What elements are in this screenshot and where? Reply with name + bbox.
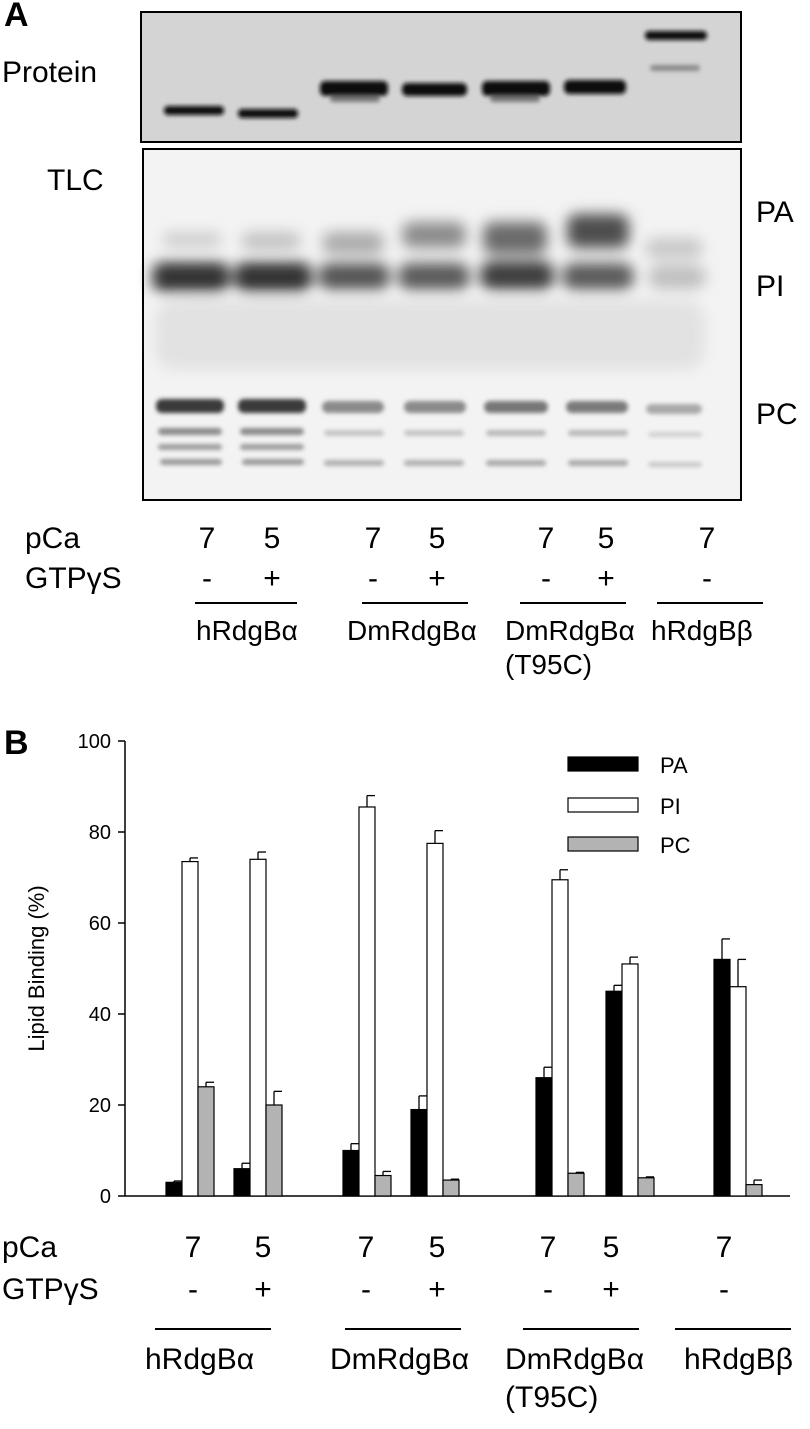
panel-a-gtp-value: + bbox=[428, 562, 446, 595]
bar-chart: 0 20 40 60 80 100 Lipid Binding (%) PA PI PC bbox=[24, 731, 790, 1208]
group-divider bbox=[155, 1328, 271, 1330]
pc-bar bbox=[197, 1086, 215, 1197]
y-tick-label: 20 bbox=[89, 1095, 111, 1117]
band-label-pi: PI bbox=[756, 270, 785, 303]
panel-b-label: B bbox=[4, 724, 29, 762]
panel-b-pca-value: 5 bbox=[428, 1231, 446, 1264]
pc-bar bbox=[567, 1172, 585, 1197]
legend-label: PA bbox=[660, 753, 688, 778]
legend-swatch bbox=[567, 797, 639, 813]
panel-b-gtp-value: - bbox=[543, 1273, 553, 1306]
legend-swatch bbox=[567, 836, 639, 852]
pa-bar bbox=[535, 1077, 553, 1197]
y-tick-label: 100 bbox=[78, 731, 111, 753]
panel-b-group-label: DmRdgBα bbox=[330, 1343, 470, 1376]
panel-b-pca-value: 7 bbox=[715, 1231, 733, 1264]
panel-b-group-sublabel: (T95C) bbox=[505, 1381, 599, 1414]
panel-b-gtp-value: + bbox=[602, 1273, 620, 1306]
panel-a-gtp-value: - bbox=[202, 562, 212, 595]
pc-bar bbox=[374, 1174, 392, 1197]
panel-b-gtp-value: - bbox=[188, 1273, 198, 1306]
panel-b-pca-value: 5 bbox=[254, 1231, 272, 1264]
panel-a-gtp-value: - bbox=[702, 562, 712, 595]
panel-a-group-label: hRdgBβ bbox=[651, 615, 753, 646]
pi-bar bbox=[249, 858, 267, 1197]
panel-a-gtp-value: - bbox=[541, 562, 551, 595]
pc-bar bbox=[265, 1104, 283, 1197]
pi-bar bbox=[729, 986, 747, 1197]
group-divider bbox=[345, 1328, 461, 1330]
panel-a-group-label: hRdgBα bbox=[196, 615, 298, 646]
panel-b-gtp-value: - bbox=[719, 1273, 729, 1306]
band-label-pa: PA bbox=[756, 196, 794, 229]
pc-bar bbox=[442, 1179, 460, 1197]
panel-a-pca-label: pCa bbox=[25, 522, 81, 555]
group-divider bbox=[657, 602, 763, 604]
panel-b-gtp-value: + bbox=[428, 1273, 446, 1306]
pi-bar bbox=[358, 806, 376, 1197]
pa-bar bbox=[605, 990, 623, 1197]
group-divider bbox=[362, 602, 468, 604]
y-axis-label: Lipid Binding (%) bbox=[24, 885, 49, 1051]
panel-b-gtp-value: - bbox=[361, 1273, 371, 1306]
panel-a-pca-value: 5 bbox=[263, 522, 281, 555]
band-label-pc: PC bbox=[756, 398, 798, 431]
pc-bar bbox=[637, 1177, 655, 1197]
panel-a-group-label: DmRdgBα bbox=[505, 615, 635, 646]
y-tick-label: 40 bbox=[89, 1004, 111, 1026]
panel-b-pca-value: 5 bbox=[602, 1231, 620, 1264]
pa-bar bbox=[713, 958, 731, 1197]
tlc-label: TLC bbox=[47, 164, 104, 197]
group-divider bbox=[675, 1328, 791, 1330]
panel-b-pca-value: 7 bbox=[357, 1231, 375, 1264]
panel-a-gtp-label: GTPγS bbox=[25, 562, 122, 595]
panel-b-group-label: hRdgBβ bbox=[684, 1343, 793, 1376]
y-tick-label: 0 bbox=[100, 1186, 111, 1208]
panel-a-label: A bbox=[4, 0, 29, 34]
pi-bar bbox=[426, 842, 444, 1197]
pa-bar bbox=[165, 1181, 183, 1197]
pi-bar bbox=[181, 860, 199, 1197]
panel-b-pca-label: pCa bbox=[2, 1231, 58, 1264]
pc-bar bbox=[745, 1184, 763, 1197]
panel-a-group-label: DmRdgBα bbox=[347, 615, 477, 646]
group-divider bbox=[523, 1328, 639, 1330]
panel-a-pca-value: 7 bbox=[537, 522, 555, 555]
protein-label: Protein bbox=[2, 56, 98, 89]
legend-swatch bbox=[567, 756, 639, 772]
panel-b-group-label: hRdgBα bbox=[145, 1343, 255, 1376]
panel-b-gtp-value: + bbox=[254, 1273, 272, 1306]
panel-a-pca-value: 7 bbox=[364, 522, 382, 555]
panel-a-gtp-value: + bbox=[597, 562, 615, 595]
pi-bar bbox=[551, 879, 569, 1197]
panel-b-group-label: DmRdgBα bbox=[505, 1343, 645, 1376]
legend-label: PC bbox=[660, 833, 691, 858]
gel-image bbox=[140, 11, 742, 501]
legend-label: PI bbox=[660, 794, 681, 819]
y-tick-label: 80 bbox=[89, 822, 111, 844]
panel-a-pca-value: 7 bbox=[698, 522, 716, 555]
pa-bar bbox=[410, 1108, 428, 1197]
pi-bar bbox=[621, 963, 639, 1197]
panel-b-gtp-label: GTPγS bbox=[2, 1273, 99, 1306]
panel-a-pca-value: 5 bbox=[597, 522, 615, 555]
pa-bar bbox=[233, 1168, 251, 1197]
panel-b-pca-value: 7 bbox=[184, 1231, 202, 1264]
panel-b-pca-value: 7 bbox=[539, 1231, 557, 1264]
panel-a-gtp-value: + bbox=[263, 562, 281, 595]
panel-a-group-sublabel: (T95C) bbox=[505, 649, 593, 680]
pa-bar bbox=[342, 1149, 360, 1197]
panel-a-gtp-value: - bbox=[368, 562, 378, 595]
group-divider bbox=[520, 602, 626, 604]
panel-a-pca-value: 5 bbox=[428, 522, 446, 555]
y-tick-label: 60 bbox=[89, 913, 111, 935]
panel-a-pca-value: 7 bbox=[198, 522, 216, 555]
group-divider bbox=[195, 602, 297, 604]
